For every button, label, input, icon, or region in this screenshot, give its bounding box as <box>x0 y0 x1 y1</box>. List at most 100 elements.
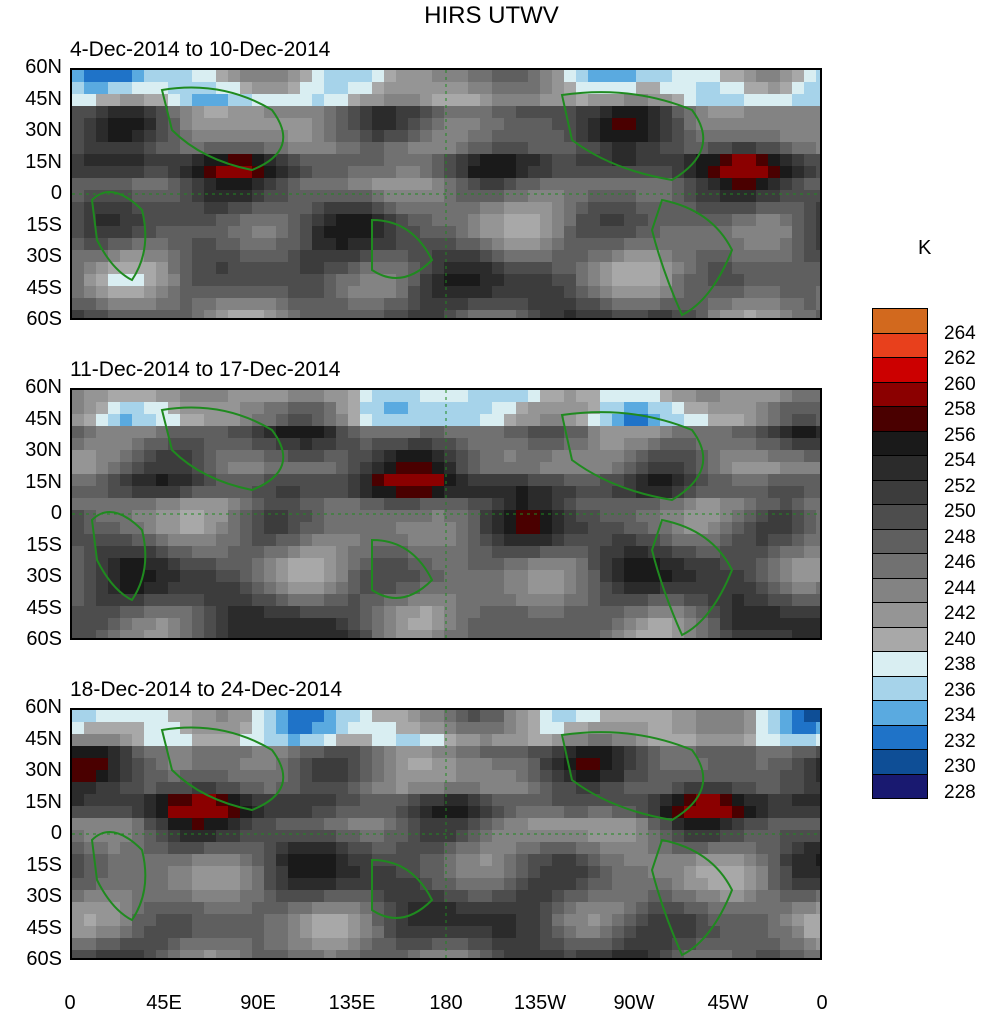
contour-cell <box>408 178 421 191</box>
contour-cell <box>708 94 721 107</box>
contour-cell <box>156 618 169 631</box>
contour-cell <box>108 238 121 251</box>
contour-cell <box>468 854 481 867</box>
contour-cell <box>444 794 457 807</box>
contour-cell <box>756 854 769 867</box>
contour-cell <box>672 782 685 795</box>
contour-cell <box>672 274 685 287</box>
contour-cell <box>408 854 421 867</box>
contour-cell <box>384 426 397 439</box>
contour-cell <box>792 130 805 143</box>
contour-cell <box>492 758 505 771</box>
contour-cell <box>276 274 289 287</box>
contour-cell <box>528 570 541 583</box>
contour-cell <box>636 854 649 867</box>
contour-cell <box>408 830 421 843</box>
contour-cell <box>240 878 253 891</box>
contour-cell <box>492 498 505 511</box>
contour-cell <box>684 438 697 451</box>
contour-cell <box>420 770 433 783</box>
contour-cell <box>120 926 133 939</box>
contour-cell <box>132 450 145 463</box>
contour-cell <box>96 414 109 427</box>
contour-cell <box>132 70 145 83</box>
contour-cell <box>360 914 373 927</box>
contour-cell <box>780 474 793 487</box>
contour-cell <box>708 462 721 475</box>
contour-cell <box>156 818 169 831</box>
contour-cell <box>300 902 313 915</box>
contour-cell <box>816 722 820 735</box>
contour-cell <box>120 450 133 463</box>
contour-cell <box>168 202 181 215</box>
contour-cell <box>324 570 337 583</box>
contour-cell <box>84 902 97 915</box>
coastline <box>160 726 285 812</box>
contour-cell <box>72 274 85 287</box>
contour-cell <box>564 214 577 227</box>
contour-cell <box>300 498 313 511</box>
contour-cell <box>144 546 157 559</box>
contour-cell <box>240 426 253 439</box>
contour-cell <box>264 770 277 783</box>
contour-cell <box>756 94 769 107</box>
contour-cell <box>780 402 793 415</box>
contour-cell <box>720 450 733 463</box>
contour-cell <box>480 142 493 155</box>
contour-cell <box>720 106 733 119</box>
contour-cell <box>372 402 385 415</box>
contour-cell <box>348 214 361 227</box>
contour-cell <box>720 746 733 759</box>
contour-cell <box>96 758 109 771</box>
contour-cell <box>324 734 337 747</box>
contour-cell <box>804 178 817 191</box>
contour-cell <box>228 938 241 951</box>
contour-cell <box>288 878 301 891</box>
contour-cell <box>216 202 229 215</box>
contour-cell <box>720 166 733 179</box>
contour-cell <box>600 274 613 287</box>
contour-cell <box>252 214 265 227</box>
contour-cell <box>72 854 85 867</box>
contour-cell <box>444 510 457 523</box>
contour-cell <box>240 582 253 595</box>
contour-cell <box>756 818 769 831</box>
contour-cell <box>156 510 169 523</box>
contour-cell <box>612 190 625 203</box>
contour-cell <box>336 926 349 939</box>
contour-cell <box>792 818 805 831</box>
contour-cell <box>372 806 385 819</box>
contour-cell <box>780 606 793 619</box>
contour-cell <box>732 710 745 723</box>
contour-cell <box>744 938 757 951</box>
contour-cell <box>288 594 301 607</box>
contour-cell <box>216 606 229 619</box>
contour-cell <box>228 878 241 891</box>
contour-cell <box>456 842 469 855</box>
contour-cell <box>324 450 337 463</box>
contour-cell <box>384 498 397 511</box>
contour-cell <box>348 70 361 83</box>
contour-cell <box>504 118 517 131</box>
contour-cell <box>276 866 289 879</box>
contour-cell <box>396 438 409 451</box>
contour-cell <box>636 510 649 523</box>
contour-cell <box>552 830 565 843</box>
contour-cell <box>168 166 181 179</box>
contour-cell <box>480 166 493 179</box>
contour-cell <box>420 298 433 311</box>
contour-cell <box>96 274 109 287</box>
contour-cell <box>444 190 457 203</box>
contour-cell <box>240 390 253 403</box>
contour-cell <box>180 202 193 215</box>
contour-cell <box>432 166 445 179</box>
contour-cell <box>804 618 817 631</box>
contour-cell <box>756 286 769 299</box>
contour-cell <box>420 510 433 523</box>
contour-cell <box>180 250 193 263</box>
contour-cell <box>336 462 349 475</box>
contour-cell <box>252 298 265 311</box>
contour-cell <box>600 830 613 843</box>
contour-cell <box>240 214 253 227</box>
contour-cell <box>564 594 577 607</box>
